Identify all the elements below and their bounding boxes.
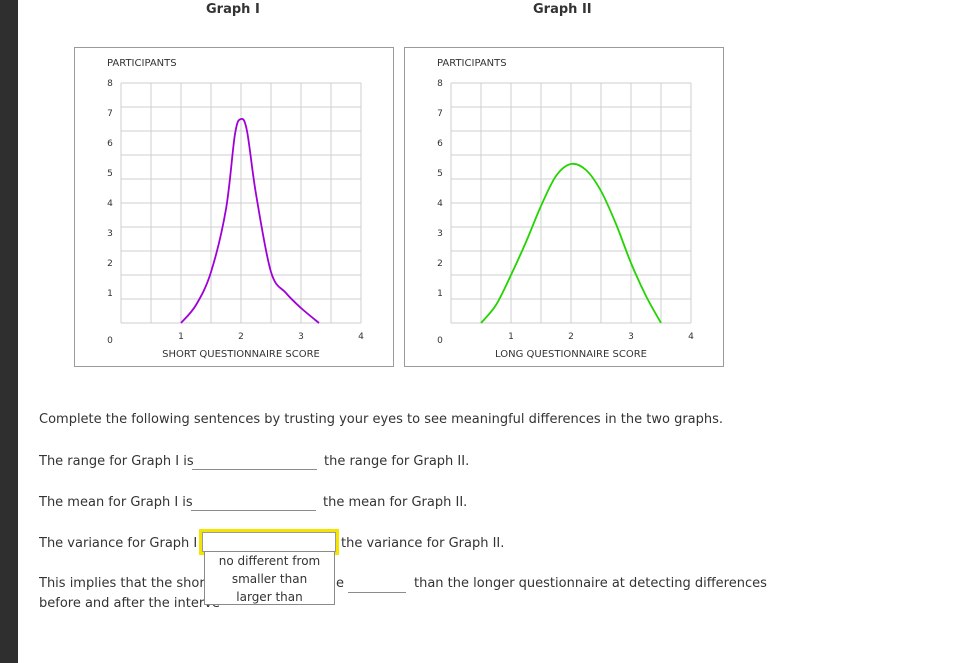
graph2-y-tick-label: 3: [437, 229, 443, 239]
graph1-y-tick-label: 4: [107, 199, 113, 209]
range-sentence-start: The range for Graph I is: [39, 454, 194, 469]
graph2-y-tick-label: 2: [437, 259, 443, 269]
graph2-chart: PARTICIPANTS 0 1 2 3 4 5 6 7 8 1 2 3 4 LONG QUESTIONNA…: [437, 58, 694, 360]
graph2-y-tick-label: 1: [437, 289, 443, 299]
graph1-y-tick-label: 0: [107, 336, 113, 346]
dropdown-option-larger[interactable]: larger than: [236, 590, 303, 604]
graph2-x-tick-label: 4: [688, 332, 694, 342]
graph1-distribution-curve: [180, 117, 320, 324]
graph1-x-axis-label: SHORT QUESTIONNAIRE SCORE: [162, 349, 320, 360]
graph2-y-axis-label: PARTICIPANTS: [437, 58, 507, 69]
implies-sentence-line2: before and after the interve: [39, 596, 220, 611]
graph2-x-tick-label: 1: [508, 332, 514, 342]
graph1-x-tick-label: 2: [238, 332, 244, 342]
graph1-x-tick-label: 3: [298, 332, 304, 342]
graph2-y-tick-label: 7: [437, 109, 443, 119]
dropdown-option-no-different[interactable]: no different from: [218, 554, 321, 568]
graph2-y-tick-label: 6: [437, 139, 443, 149]
instructions-text: Complete the following sentences by trus…: [39, 412, 724, 427]
range-sentence-end: the range for Graph II.: [324, 454, 470, 469]
graph1-x-tick-label: 1: [178, 332, 184, 342]
graph1-chart: PARTICIPANTS 0 1 2 3 4 5 6 7 8 1 2 3 4 SHORT QUESTIONN…: [107, 58, 364, 360]
detection-answer-blank[interactable]: [348, 592, 406, 593]
graph1-y-tick-label: 3: [107, 229, 113, 239]
graph2-x-tick-label: 2: [568, 332, 574, 342]
graph1-y-axis-label: PARTICIPANTS: [107, 58, 177, 69]
dropdown-option-smaller[interactable]: smaller than: [231, 572, 308, 586]
implies-sentence-fragment: e: [336, 576, 344, 591]
graph2-y-tick-label: 0: [437, 336, 443, 346]
graph1-y-tick-label: 8: [107, 79, 113, 89]
mean-answer-blank[interactable]: [191, 510, 316, 511]
graph1-y-tick-label: 5: [107, 169, 113, 179]
mean-sentence-start: The mean for Graph I is: [39, 495, 193, 510]
graph2-distribution-curve: [480, 162, 662, 324]
graph1-title: Graph I: [206, 2, 260, 17]
graph2-y-tick-label: 5: [437, 169, 443, 179]
variance-dropdown-menu: no different from smaller than larger th…: [204, 551, 335, 605]
mean-sentence-end: the mean for Graph II.: [323, 495, 468, 510]
variance-answer-dropdown[interactable]: [199, 529, 339, 555]
graph1-x-tick-label: 4: [358, 332, 364, 342]
graph2-y-tick-label: 4: [437, 199, 443, 209]
graph2-y-tick-label: 8: [437, 79, 443, 89]
left-edge-strip: [0, 0, 18, 663]
graph2-title: Graph II: [533, 2, 592, 17]
graph1-y-tick-label: 1: [107, 289, 113, 299]
graph2-x-tick-label: 3: [628, 332, 634, 342]
graph1-y-tick-label: 6: [107, 139, 113, 149]
range-answer-blank[interactable]: [192, 469, 317, 470]
graph2-x-axis-label: LONG QUESTIONNAIRE SCORE: [495, 349, 647, 360]
graph2-panel: PARTICIPANTS 0 1 2 3 4 5 6 7 8 1 2 3 4 LONG QUESTIONNA…: [404, 47, 724, 367]
graph1-y-tick-label: 2: [107, 259, 113, 269]
graph1-panel: PARTICIPANTS 0 1 2 3 4 5 6 7 8 1 2 3 4 SHORT QUESTIONN…: [74, 47, 394, 367]
implies-sentence-start: This implies that the shorte: [39, 576, 218, 591]
graph1-y-tick-label: 7: [107, 109, 113, 119]
variance-sentence-start: The variance for Graph I is: [39, 536, 212, 551]
variance-sentence-end: the variance for Graph II.: [341, 536, 505, 551]
implies-sentence-end: than the longer questionnaire at detecti…: [414, 576, 767, 591]
